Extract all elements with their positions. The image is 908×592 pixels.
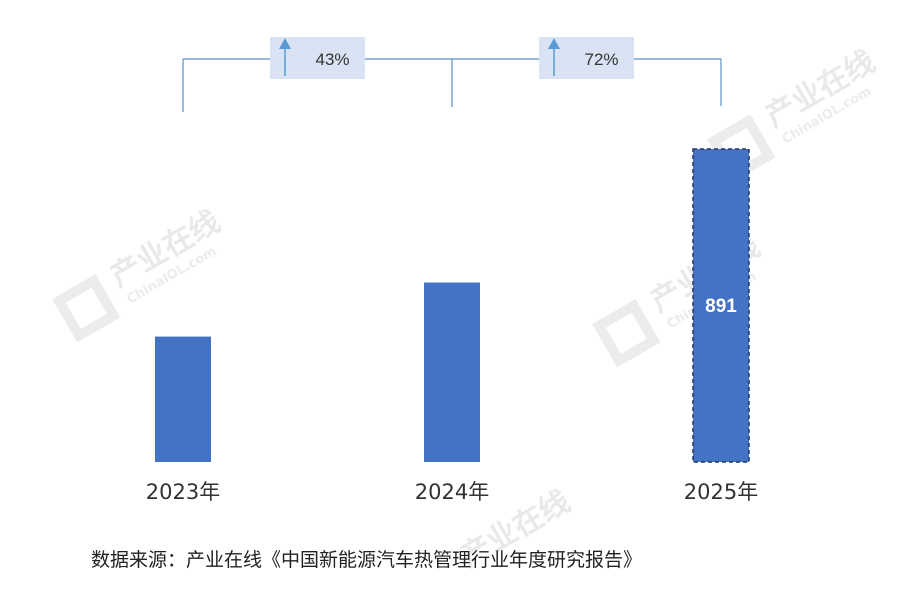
bar-2025年 — [692, 148, 750, 463]
source-note: 数据来源：产业在线《中国新能源汽车热管理行业年度研究报告》 — [91, 549, 643, 571]
growth-arrow-head-icon — [548, 38, 560, 49]
x-tick-label: 2025年 — [684, 480, 758, 504]
growth-label: 43% — [315, 50, 349, 69]
growth-brackets: 43% 72% — [182, 37, 722, 112]
watermark-left: 产业在线 ChinaIOL.com — [52, 204, 226, 343]
x-axis-labels: 2023年 2024年 2025年 — [146, 480, 758, 504]
data-label: 891 — [705, 296, 737, 317]
x-tick-label: 2023年 — [146, 480, 220, 504]
bar-2024年 — [424, 282, 480, 462]
bar-2023年 — [155, 336, 211, 462]
growth-label: 72% — [584, 50, 618, 69]
growth-arrow-head-icon — [279, 38, 291, 49]
x-tick-label: 2024年 — [415, 480, 489, 504]
bars: 891 — [155, 148, 750, 463]
